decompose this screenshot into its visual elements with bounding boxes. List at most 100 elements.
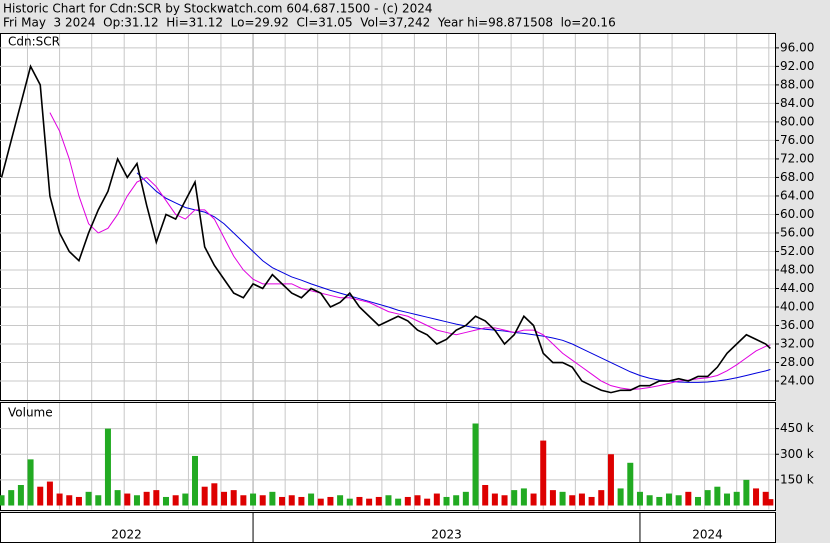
price-line [0, 64, 771, 394]
volume-bar [327, 496, 334, 506]
chart-subtitle: Fri May 3 2024 Op:31.12 Hi=31.12 Lo=29.9… [3, 16, 616, 30]
volume-bar [685, 491, 692, 506]
volume-bar [114, 490, 121, 506]
volume-bar [250, 493, 257, 506]
y-tick-label: 80.00 [780, 114, 814, 128]
volume-bar [279, 496, 286, 506]
volume-bar [569, 495, 576, 506]
y-tick-label: 84.00 [780, 96, 814, 110]
volume-bar [549, 490, 556, 506]
volume-bar [211, 483, 218, 506]
volume-bar [366, 498, 373, 506]
volume-bar [753, 488, 760, 506]
volume-bar [259, 495, 266, 506]
volume-bar [37, 486, 44, 506]
volume-bar [511, 490, 518, 506]
y-tick-label: 88.00 [780, 77, 814, 91]
volume-bar [501, 495, 508, 506]
volume-bar [404, 496, 411, 506]
volume-panel [0, 402, 776, 511]
y-tick-label: 72.00 [780, 151, 814, 165]
volume-bar [665, 493, 672, 506]
volume-bar [346, 498, 353, 506]
volume-bar [491, 493, 498, 506]
x-tick-label: 2023 [431, 528, 462, 542]
price-panel [0, 33, 776, 401]
volume-bar [559, 491, 566, 506]
volume-bar [269, 491, 276, 506]
volume-bar [85, 491, 92, 506]
volume-bar [201, 486, 208, 506]
volume-bar [453, 495, 460, 506]
y-tick-label: 28.00 [780, 355, 814, 369]
x-tick-label: 2024 [692, 528, 723, 542]
volume-bar [656, 496, 663, 506]
volume-bar [482, 485, 489, 506]
volume-bar [95, 495, 102, 506]
volume-bar [124, 493, 131, 506]
volume-bar [724, 493, 731, 506]
volume-bar [230, 490, 237, 506]
volume-bar [520, 488, 527, 506]
volume-bar [646, 495, 653, 506]
volume-bar [153, 490, 160, 506]
volume-bar [443, 496, 450, 506]
volume-bar [607, 454, 614, 506]
date-strip [0, 512, 776, 543]
y-tick-label: 56.00 [780, 225, 814, 239]
volume-bar [617, 488, 624, 506]
y-tick-label: 32.00 [780, 337, 814, 351]
volume-bar [308, 493, 315, 506]
volume-bar [133, 495, 140, 506]
chart-title: Historic Chart for Cdn:SCR by Stockwatch… [3, 2, 433, 16]
volume-bar [540, 440, 547, 506]
volume-bar [317, 498, 324, 506]
volume-bar [598, 490, 605, 506]
y-tick-label: 300 k [780, 447, 814, 461]
y-tick-label: 60.00 [780, 207, 814, 221]
volume-bar [695, 496, 702, 506]
series-label: Cdn:SCR [8, 35, 60, 49]
volume-bar [298, 496, 305, 506]
volume-bar [675, 495, 682, 506]
volume-bar [66, 495, 73, 506]
y-tick-label: 68.00 [780, 170, 814, 184]
volume-bar [762, 491, 769, 506]
volume-label: Volume [8, 406, 53, 420]
volume-bar [414, 495, 421, 506]
y-tick-label: 76.00 [780, 133, 814, 147]
volume-bar [743, 479, 750, 506]
volume-bar [385, 495, 392, 506]
y-tick-label: 92.00 [780, 59, 814, 73]
volume-bar [240, 495, 247, 506]
volume-bar [337, 495, 344, 506]
volume-bar [356, 496, 363, 506]
y-tick-label: 64.00 [780, 188, 814, 202]
volume-bar [395, 498, 402, 506]
volume-bar [472, 423, 479, 506]
volume-bar [433, 493, 440, 506]
volume-bar [714, 486, 721, 506]
volume-bar [182, 493, 189, 506]
volume-bar [627, 462, 634, 506]
y-tick-label: 52.00 [780, 244, 814, 258]
volume-bar [733, 491, 740, 506]
volume-bar [0, 495, 5, 506]
volume-bar [221, 491, 228, 506]
volume-bar [530, 493, 537, 506]
volume-bar [46, 481, 53, 506]
moving-average [49, 112, 771, 390]
volume-bar [75, 496, 82, 506]
volume-bar [192, 455, 199, 506]
volume-bar [578, 493, 585, 506]
volume-bar [143, 491, 150, 506]
volume-bar [17, 485, 24, 506]
volume-bar [588, 496, 595, 506]
volume-bar [172, 495, 179, 506]
volume-bar [462, 491, 469, 506]
y-tick-label: 450 k [780, 421, 814, 435]
volume-bar [767, 499, 774, 506]
volume-bar [104, 428, 111, 506]
y-tick-label: 48.00 [780, 262, 814, 276]
volume-bar [704, 490, 711, 506]
